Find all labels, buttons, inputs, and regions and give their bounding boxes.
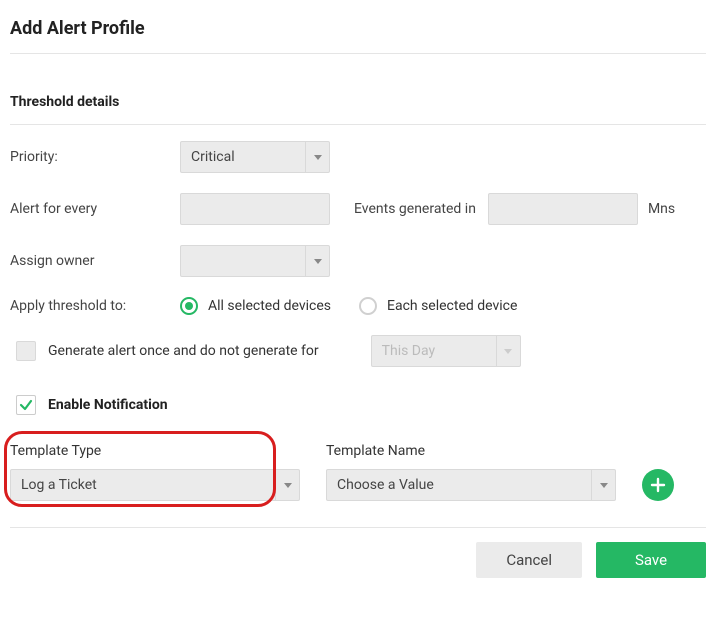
label-enable-notification: Enable Notification xyxy=(48,397,168,413)
select-template-name-value: Choose a Value xyxy=(327,470,591,500)
radio-each-device[interactable]: Each selected device xyxy=(359,297,517,315)
radio-icon xyxy=(359,297,377,315)
chevron-down-icon xyxy=(305,246,329,276)
select-generate-period[interactable]: This Day xyxy=(371,335,521,367)
row-apply-threshold: Apply threshold to: All selected devices… xyxy=(10,297,706,315)
row-alert-every: Alert for every Events generated in Mns xyxy=(10,193,706,225)
select-template-type[interactable]: Log a Ticket xyxy=(10,469,300,501)
radio-all-devices[interactable]: All selected devices xyxy=(180,297,331,315)
input-alert-minutes[interactable] xyxy=(488,193,638,225)
label-apply-threshold: Apply threshold to: xyxy=(10,298,180,314)
save-button[interactable]: Save xyxy=(596,542,706,578)
page-title: Add Alert Profile xyxy=(10,18,706,39)
input-alert-count[interactable] xyxy=(180,193,330,225)
divider xyxy=(10,53,706,54)
label-template-name: Template Name xyxy=(326,443,616,459)
select-template-type-value: Log a Ticket xyxy=(11,470,275,500)
select-template-name[interactable]: Choose a Value xyxy=(326,469,616,501)
select-assign-owner[interactable] xyxy=(180,245,330,277)
row-enable-notification: Enable Notification xyxy=(10,395,706,415)
checkbox-enable-notification[interactable] xyxy=(16,395,36,415)
row-priority: Priority: Critical xyxy=(10,141,706,173)
plus-icon xyxy=(650,477,666,493)
add-template-button[interactable] xyxy=(642,469,674,501)
select-priority[interactable]: Critical xyxy=(180,141,330,173)
section-title-threshold: Threshold details xyxy=(10,94,706,110)
chevron-down-icon xyxy=(275,470,299,500)
radio-icon xyxy=(180,297,198,315)
label-priority: Priority: xyxy=(10,149,180,165)
label-assign-owner: Assign owner xyxy=(10,253,180,269)
select-generate-period-value: This Day xyxy=(372,336,496,366)
select-priority-value: Critical xyxy=(181,142,305,172)
footer-actions: Cancel Save xyxy=(10,527,706,578)
chevron-down-icon xyxy=(496,336,520,366)
checkbox-generate-once[interactable] xyxy=(16,341,36,361)
label-minutes-unit: Mns xyxy=(648,201,675,217)
divider xyxy=(10,124,706,125)
label-generate-once: Generate alert once and do not generate … xyxy=(48,343,319,359)
chevron-down-icon xyxy=(591,470,615,500)
row-assign-owner: Assign owner xyxy=(10,245,706,277)
label-events-generated: Events generated in xyxy=(354,201,476,217)
radio-all-label: All selected devices xyxy=(208,298,331,314)
label-template-type: Template Type xyxy=(10,443,300,459)
row-templates: Template Type Log a Ticket Template Name… xyxy=(10,443,706,501)
cancel-button[interactable]: Cancel xyxy=(476,542,582,578)
label-alert-every: Alert for every xyxy=(10,201,180,217)
select-assign-owner-value xyxy=(181,246,305,276)
chevron-down-icon xyxy=(305,142,329,172)
radio-each-label: Each selected device xyxy=(387,298,517,314)
row-generate-once: Generate alert once and do not generate … xyxy=(10,335,706,367)
